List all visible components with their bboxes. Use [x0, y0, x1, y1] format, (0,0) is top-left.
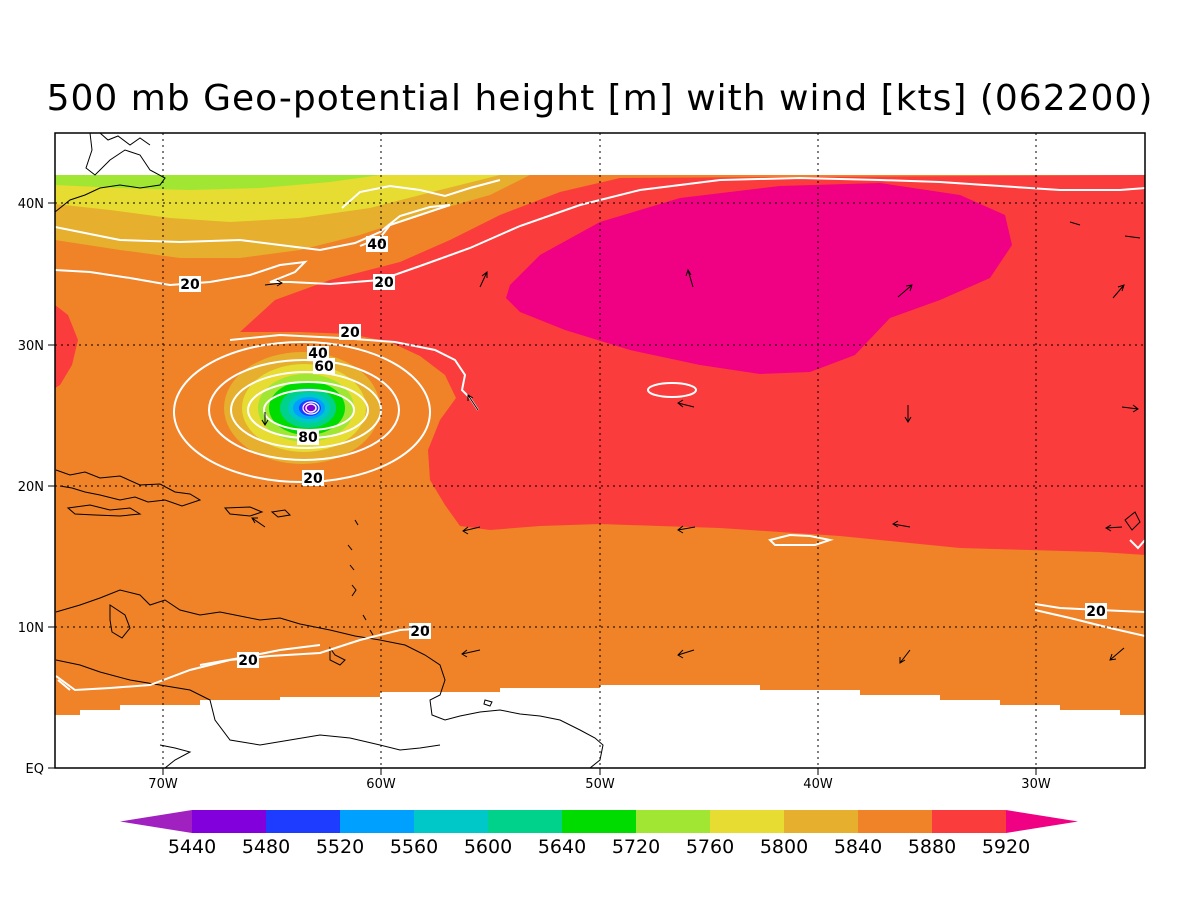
colorbar-label: 5440 — [168, 836, 216, 858]
svg-text:20: 20 — [238, 653, 258, 669]
tick-marks — [48, 202, 1037, 775]
colorbar-label: 5760 — [686, 836, 734, 858]
contour-labels: 40 20 20 20 40 60 80 20 20 20 20 — [179, 236, 1107, 669]
colorbar-label: 5720 — [612, 836, 660, 858]
colorbar-segment — [562, 810, 636, 833]
svg-text:40: 40 — [367, 237, 387, 253]
contour-label: 80 — [297, 429, 319, 446]
colorbar-segment — [192, 810, 266, 833]
svg-text:20: 20 — [303, 471, 323, 487]
colorbar-segment — [414, 810, 488, 833]
contour-label: 20 — [339, 324, 361, 341]
colorbar-label: 5880 — [908, 836, 956, 858]
colorbar-label: 5800 — [760, 836, 808, 858]
colorbar — [120, 810, 1078, 833]
lat-label: 40N — [18, 197, 44, 212]
colorbar-segment — [636, 810, 710, 833]
colorbar-segment — [858, 810, 932, 833]
contour-label: 20 — [409, 623, 431, 640]
svg-text:60: 60 — [314, 359, 334, 375]
colorbar-label: 5600 — [464, 836, 512, 858]
svg-text:20: 20 — [374, 275, 394, 291]
colorbar-segment — [784, 810, 858, 833]
shade-5880-west — [55, 305, 78, 388]
colorbar-segment — [120, 810, 192, 833]
lon-label: 70W — [148, 777, 178, 792]
graticule — [55, 133, 1145, 768]
svg-text:20: 20 — [410, 624, 430, 640]
colorbar-label: 5560 — [390, 836, 438, 858]
contour-label: 20 — [1085, 603, 1107, 620]
lon-label: 50W — [585, 777, 615, 792]
lon-label: 60W — [366, 777, 396, 792]
colorbar-label: 5480 — [242, 836, 290, 858]
svg-text:20: 20 — [1086, 604, 1106, 620]
contour-label: 20 — [179, 276, 201, 293]
contour-label: 20 — [237, 652, 259, 669]
contour-label: 60 — [313, 358, 335, 375]
shade-5920 — [506, 183, 1012, 374]
lat-label: 10N — [18, 621, 44, 636]
colorbar-label: 5840 — [834, 836, 882, 858]
page-title: 500 mb Geo-potential height [m] with win… — [46, 78, 1154, 119]
svg-text:20: 20 — [340, 325, 360, 341]
contour-label: 40 — [366, 236, 388, 253]
contour-label: 20 — [302, 470, 324, 487]
colorbar-segment — [266, 810, 340, 833]
lat-label: EQ — [26, 762, 44, 777]
svg-text:80: 80 — [298, 430, 318, 446]
lat-label: 20N — [18, 480, 44, 495]
colorbar-segment — [932, 810, 1006, 833]
colorbar-label: 5520 — [316, 836, 364, 858]
colorbar-segment — [710, 810, 784, 833]
colorbar-label: 5920 — [982, 836, 1030, 858]
svg-text:20: 20 — [180, 277, 200, 293]
coastlines — [55, 133, 1141, 768]
colorbar-segment — [340, 810, 414, 833]
lat-axis-labels: EQ 10N 20N 30N 40N — [18, 197, 44, 777]
lon-label: 40W — [803, 777, 833, 792]
colorbar-labels: 5440 5480 5520 5560 5600 5640 5720 5760 5800 5840… — [168, 836, 1030, 858]
lon-label: 30W — [1021, 777, 1051, 792]
lat-label: 30N — [18, 339, 44, 354]
wind-vectors — [251, 268, 1139, 664]
colorbar-segment — [488, 810, 562, 833]
lon-axis-labels: 70W 60W 50W 40W 30W — [148, 777, 1051, 792]
colorbar-segment — [1006, 810, 1078, 833]
shade-5720 — [55, 175, 380, 190]
height-field: 40 20 20 20 40 60 80 20 20 20 20 — [55, 133, 1145, 768]
colorbar-label: 5640 — [538, 836, 586, 858]
contour-label: 20 — [373, 274, 395, 291]
